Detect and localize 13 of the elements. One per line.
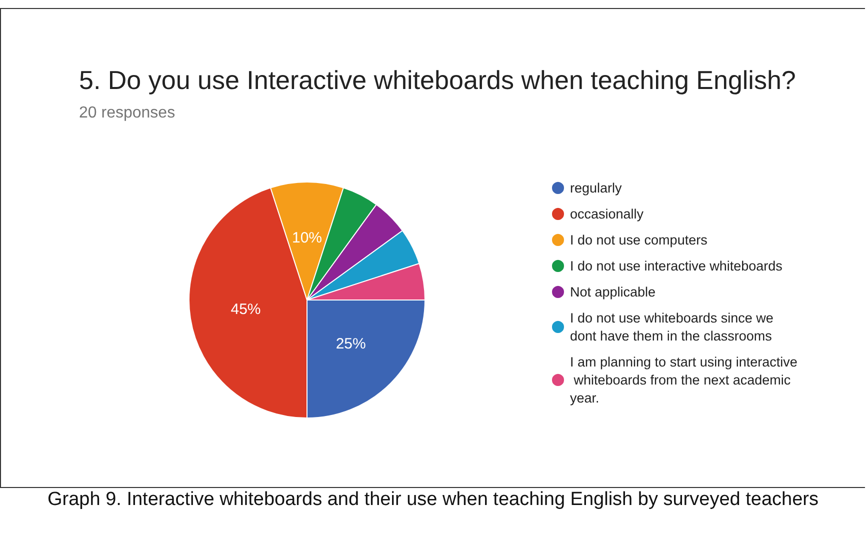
legend-label: I do not use interactive whiteboards (570, 258, 783, 274)
legend-label: I do not use whiteboards since we dont have them in the classrooms (570, 310, 778, 344)
data-label: 10% (292, 230, 322, 246)
data-label: 25% (336, 335, 366, 352)
legend-label: occasionally (570, 206, 644, 222)
data-label: 45% (230, 301, 261, 318)
legend-label: I do not use computers (570, 232, 708, 248)
legend-label: regularly (570, 180, 622, 196)
chart-subtitle: 20 responses (79, 104, 176, 122)
chart-title: 5. Do you use Interactive whiteboards when teaching English? (79, 65, 796, 95)
legend-label: I am planning to start using interactive whiteboards from the next academic year. (570, 354, 798, 406)
legend-label: Not applicable (570, 284, 656, 300)
caption: Graph 9. Interactive whiteboards and their use when teaching English by surveyed teachers (46, 488, 820, 511)
